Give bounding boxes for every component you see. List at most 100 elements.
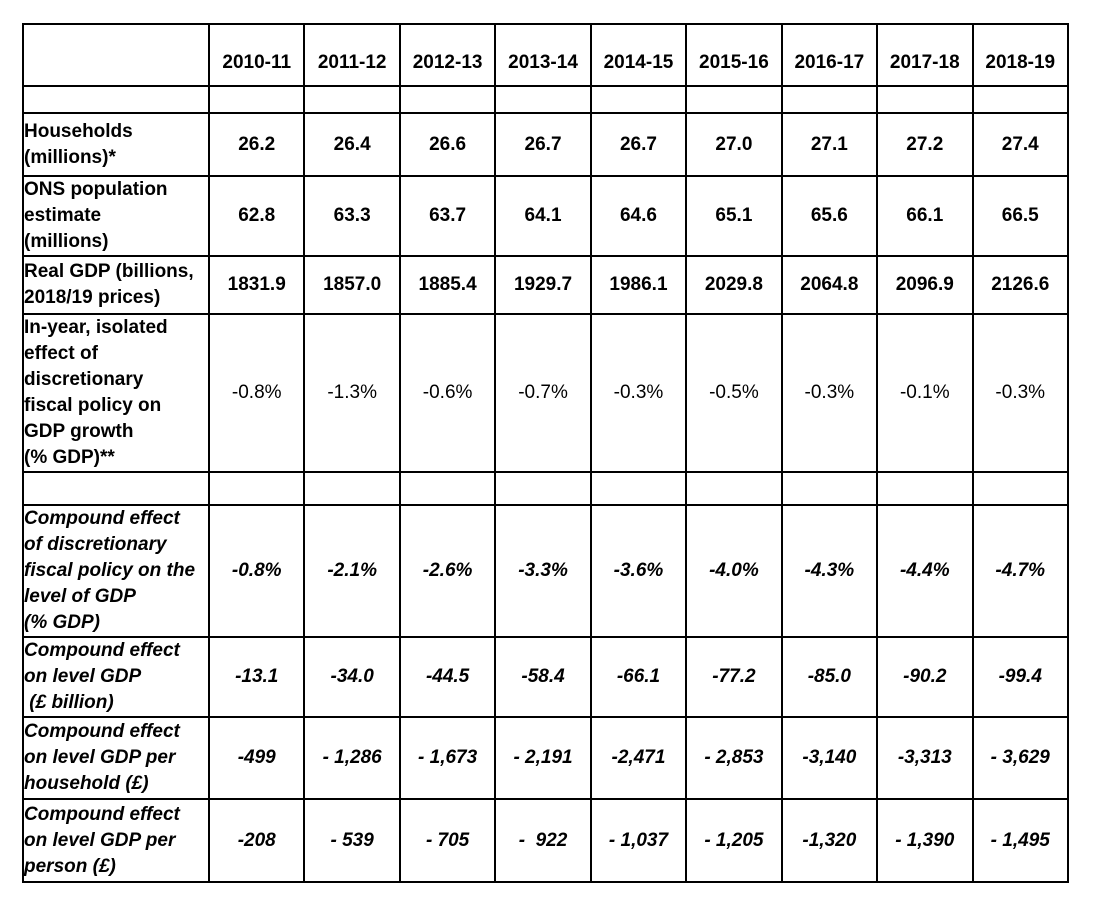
cell-value: - 1,390: [876, 798, 974, 883]
cell-value: 64.1: [494, 175, 592, 257]
year-header: 2018-19: [971, 23, 1069, 87]
cell-value: 26.7: [589, 112, 688, 177]
table-row: Compound effect of discretionary fiscal …: [22, 504, 1069, 638]
table-row: Compound effect on level GDP (£ billion)…: [22, 636, 1069, 718]
year-header: 2017-18: [876, 23, 974, 87]
cell-value: -0.3%: [780, 313, 879, 473]
cell-value: 1929.7: [494, 255, 592, 315]
cell-value: [876, 471, 974, 506]
table-row: Real GDP (billions, 2018/19 prices) 1831.…: [22, 255, 1069, 315]
cell-value: 64.6: [589, 175, 688, 257]
cell-value: 26.2: [207, 112, 306, 177]
cell-value: 1831.9: [207, 255, 306, 315]
cell-value: - 3,629: [971, 716, 1069, 800]
year-header: 2016-17: [780, 23, 879, 87]
table-row: Compound effect on level GDP per househo…: [22, 716, 1069, 800]
cell-value: -4.0%: [685, 504, 783, 638]
cell-value: -1.3%: [303, 313, 401, 473]
cell-value: 27.4: [971, 112, 1069, 177]
cell-value: - 2,853: [685, 716, 783, 800]
cell-value: [971, 85, 1069, 114]
cell-value: - 705: [398, 798, 497, 883]
cell-value: -13.1: [207, 636, 306, 718]
cell-value: - 1,037: [589, 798, 688, 883]
cell-value: [589, 85, 688, 114]
header-row: 2010-11 2011-12 2012-13 2013-14 2014-15 …: [22, 23, 1069, 87]
table-row: Households (millions)* 26.2 26.4 26.6 26.7 26…: [22, 112, 1069, 177]
cell-value: -0.3%: [589, 313, 688, 473]
cell-value: -3,313: [876, 716, 974, 800]
cell-value: -1,320: [780, 798, 879, 883]
cell-value: [780, 85, 879, 114]
cell-value: 63.3: [303, 175, 401, 257]
cell-value: 62.8: [207, 175, 306, 257]
corner-cell: [22, 23, 210, 87]
cell-value: -85.0: [780, 636, 879, 718]
row-label: [22, 85, 210, 114]
cell-value: 66.1: [876, 175, 974, 257]
cell-value: 2126.6: [971, 255, 1069, 315]
cell-value: [207, 85, 306, 114]
cell-value: 65.6: [780, 175, 879, 257]
cell-value: -499: [207, 716, 306, 800]
cell-value: -2.6%: [398, 504, 497, 638]
row-label: ONS population estimate (millions): [22, 175, 210, 257]
cell-value: -0.8%: [207, 504, 306, 638]
cell-value: -3.6%: [589, 504, 688, 638]
cell-value: 65.1: [685, 175, 783, 257]
year-header: 2013-14: [494, 23, 592, 87]
spacer-row: [22, 85, 1069, 114]
cell-value: 1857.0: [303, 255, 401, 315]
table-row: In-year, isolated effect of discretionar…: [22, 313, 1069, 473]
row-label: Households (millions)*: [22, 112, 210, 177]
cell-value: -66.1: [589, 636, 688, 718]
cell-value: 2029.8: [685, 255, 783, 315]
cell-value: -2,471: [589, 716, 688, 800]
cell-value: -208: [207, 798, 306, 883]
cell-value: -44.5: [398, 636, 497, 718]
cell-value: 2064.8: [780, 255, 879, 315]
cell-value: - 922: [494, 798, 592, 883]
row-label: Real GDP (billions, 2018/19 prices): [22, 255, 210, 315]
cell-value: [207, 471, 306, 506]
cell-value: 26.6: [398, 112, 497, 177]
row-label: Compound effect of discretionary fiscal …: [22, 504, 210, 638]
cell-value: 27.1: [780, 112, 879, 177]
cell-value: [303, 85, 401, 114]
cell-value: -90.2: [876, 636, 974, 718]
cell-value: 27.2: [876, 112, 974, 177]
year-header: 2011-12: [303, 23, 401, 87]
cell-value: -99.4: [971, 636, 1069, 718]
year-header: 2014-15: [589, 23, 688, 87]
table-row: Compound effect on level GDP per person …: [22, 798, 1069, 883]
cell-value: [876, 85, 974, 114]
cell-value: - 539: [303, 798, 401, 883]
cell-value: [398, 85, 497, 114]
cell-value: [780, 471, 879, 506]
cell-value: -0.7%: [494, 313, 592, 473]
cell-value: [971, 471, 1069, 506]
cell-value: 1986.1: [589, 255, 688, 315]
year-header: 2015-16: [685, 23, 783, 87]
cell-value: 63.7: [398, 175, 497, 257]
year-header: 2012-13: [398, 23, 497, 87]
row-label: Compound effect on level GDP (£ billion): [22, 636, 210, 718]
cell-value: -58.4: [494, 636, 592, 718]
cell-value: -4.7%: [971, 504, 1069, 638]
cell-value: -0.8%: [207, 313, 306, 473]
fiscal-policy-table: 2010-11 2011-12 2012-13 2013-14 2014-15 …: [22, 23, 1069, 883]
cell-value: 26.7: [494, 112, 592, 177]
cell-value: -4.3%: [780, 504, 879, 638]
cell-value: -0.5%: [685, 313, 783, 473]
row-label: In-year, isolated effect of discretionar…: [22, 313, 210, 473]
cell-value: - 1,673: [398, 716, 497, 800]
cell-value: [685, 85, 783, 114]
cell-value: - 1,205: [685, 798, 783, 883]
cell-value: - 1,286: [303, 716, 401, 800]
cell-value: 1885.4: [398, 255, 497, 315]
cell-value: 27.0: [685, 112, 783, 177]
cell-value: [303, 471, 401, 506]
cell-value: [494, 85, 592, 114]
cell-value: [589, 471, 688, 506]
